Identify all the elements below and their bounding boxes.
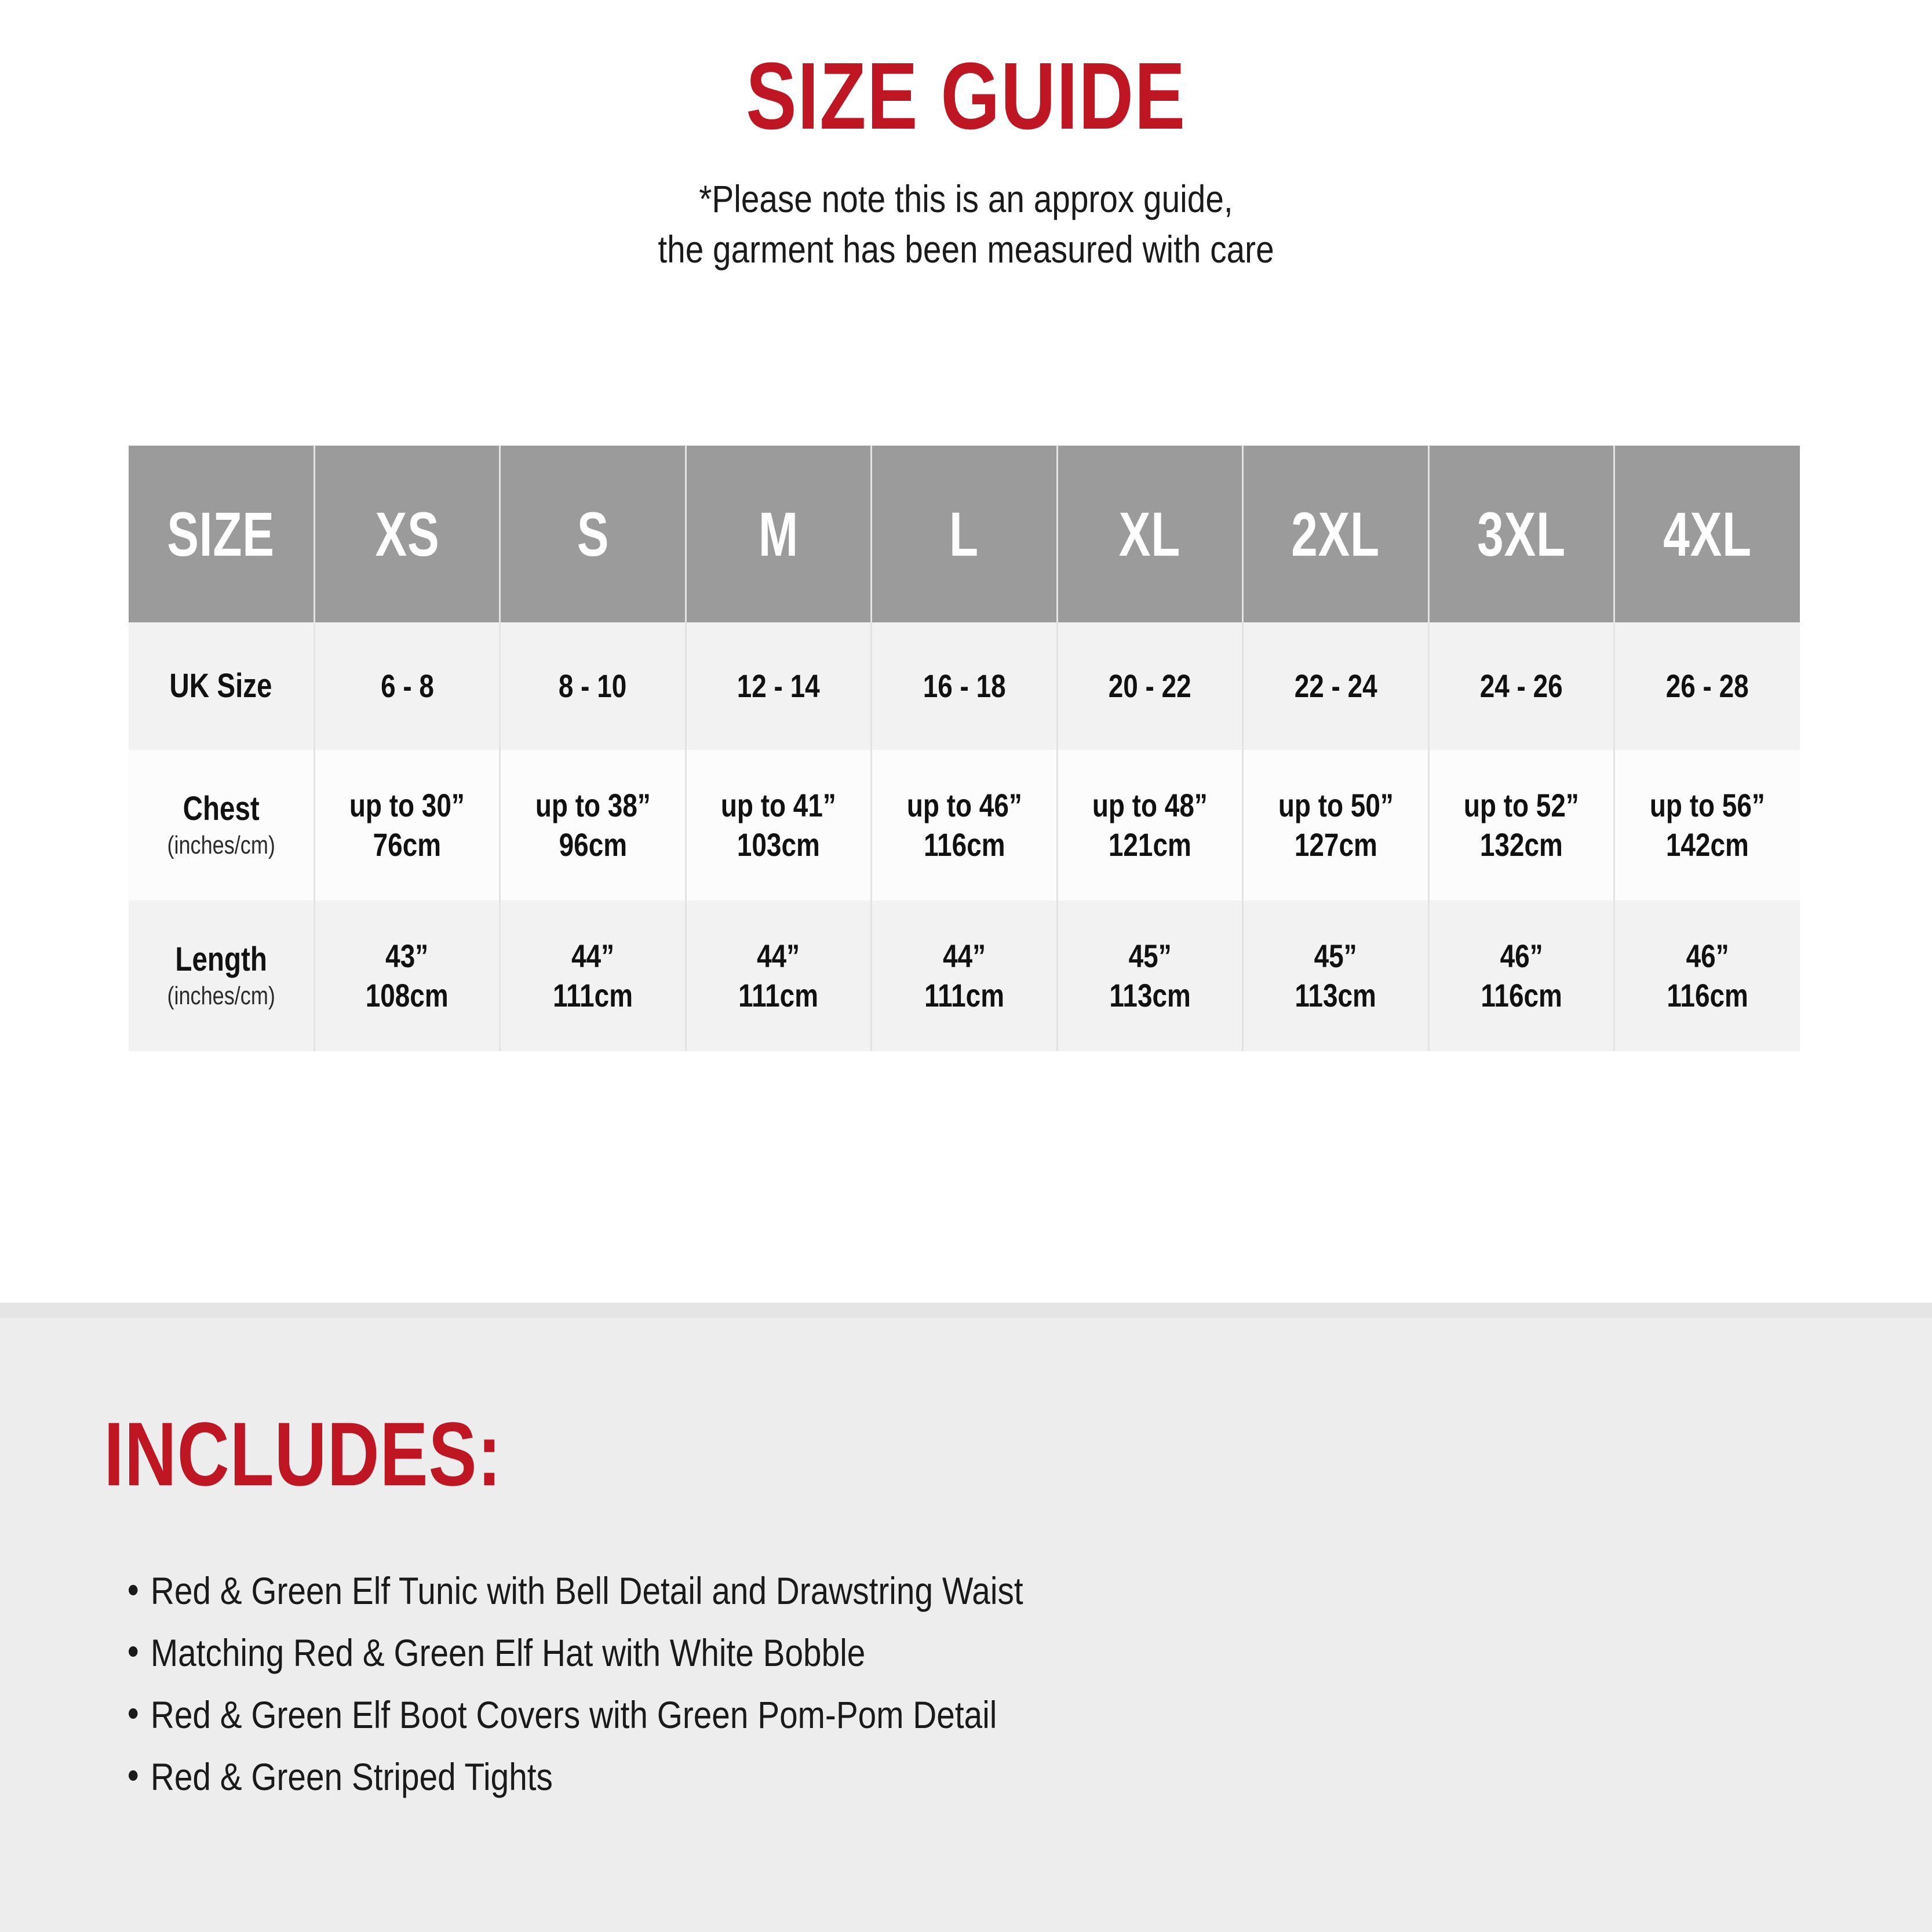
cell-chest-4xl: up to 56” 142cm [1614, 750, 1800, 901]
list-item-label: Red & Green Striped Tights [150, 1755, 553, 1798]
column-header-l: L [871, 446, 1058, 622]
bullet-icon [129, 1708, 138, 1719]
column-header-4xl: 4XL [1614, 446, 1800, 622]
list-item-label: Red & Green Elf Tunic with Bell Detail a… [150, 1569, 1023, 1612]
cell-chest-xs: up to 30” 76cm [314, 750, 501, 901]
cell-chest-l: up to 46” 116cm [871, 750, 1058, 901]
subtitle-line-2: the garment has been measured with care [658, 228, 1274, 271]
cell-uk-size-3xl: 24 - 26 [1428, 622, 1616, 750]
bullet-icon [129, 1770, 138, 1781]
list-item: Red & Green Elf Tunic with Bell Detail a… [129, 1560, 1679, 1622]
page-header: SIZE GUIDE *Please note this is an appro… [0, 0, 1932, 275]
cell-chest-m: up to 41” 103cm [686, 750, 873, 901]
subtitle-line-1: *Please note this is an approx guide, [699, 177, 1233, 220]
table-row-length: Length (inches/cm) 43” 108cm 44” 111cm 44”… [129, 901, 1800, 1051]
cell-length-l: 44” 111cm [871, 901, 1058, 1051]
table-row-chest: Chest (inches/cm) up to 30” 76cm up to 38… [129, 750, 1800, 901]
table-header-row: SIZE XS S M L XL 2XL 3XL 4XL [129, 446, 1800, 622]
cell-chest-3xl: up to 52” 132cm [1428, 750, 1616, 901]
row-label-length: Length (inches/cm) [129, 901, 315, 1051]
cell-length-xl: 45” 113cm [1057, 901, 1244, 1051]
table-row-uk-size: UK Size 6 - 8 8 - 10 12 - 14 16 - 18 20 … [129, 622, 1800, 750]
bullet-icon [129, 1584, 138, 1595]
cell-uk-size-4xl: 26 - 28 [1614, 622, 1800, 750]
cell-uk-size-s: 8 - 10 [500, 622, 687, 750]
list-item: Matching Red & Green Elf Hat with White … [129, 1622, 1679, 1684]
column-header-size: SIZE [129, 446, 315, 622]
cell-uk-size-l: 16 - 18 [871, 622, 1058, 750]
size-table-container: SIZE XS S M L XL 2XL 3XL 4XL UK Size 6 -… [129, 446, 1800, 1051]
includes-panel: INCLUDES: Red & Green Elf Tunic with Bel… [0, 1303, 1932, 1932]
cell-chest-2xl: up to 50” 127cm [1242, 750, 1430, 901]
cell-length-3xl: 46” 116cm [1428, 901, 1616, 1051]
cell-length-xs: 43” 108cm [314, 901, 501, 1051]
column-header-2xl: 2XL [1242, 446, 1430, 622]
cell-uk-size-xl: 20 - 22 [1057, 622, 1244, 750]
cell-length-s: 44” 111cm [500, 901, 687, 1051]
cell-uk-size-2xl: 22 - 24 [1242, 622, 1430, 750]
cell-chest-xl: up to 48” 121cm [1057, 750, 1244, 901]
includes-title: INCLUDES: [104, 1404, 502, 1505]
list-item: Red & Green Striped Tights [129, 1746, 1679, 1808]
page-subtitle: *Please note this is an approx guide, th… [135, 174, 1796, 275]
includes-list: Red & Green Elf Tunic with Bell Detail a… [0, 1500, 1932, 1808]
list-item: Red & Green Elf Boot Covers with Green P… [129, 1684, 1679, 1746]
column-header-m: M [686, 446, 873, 622]
cell-uk-size-xs: 6 - 8 [314, 622, 501, 750]
row-label-uk-size: UK Size [129, 622, 315, 750]
column-header-s: S [500, 446, 687, 622]
column-header-3xl: 3XL [1428, 446, 1616, 622]
list-item-label: Red & Green Elf Boot Covers with Green P… [150, 1693, 997, 1736]
cell-length-4xl: 46” 116cm [1614, 901, 1800, 1051]
cell-uk-size-m: 12 - 14 [686, 622, 873, 750]
page-title: SIZE GUIDE [746, 43, 1186, 149]
size-table-head: SIZE XS S M L XL 2XL 3XL 4XL [129, 446, 1800, 622]
bullet-icon [129, 1646, 138, 1657]
cell-chest-s: up to 38” 96cm [500, 750, 687, 901]
size-table: SIZE XS S M L XL 2XL 3XL 4XL UK Size 6 -… [129, 446, 1800, 1051]
list-item-label: Matching Red & Green Elf Hat with White … [150, 1631, 866, 1674]
row-label-chest: Chest (inches/cm) [129, 750, 315, 901]
cell-length-2xl: 45” 113cm [1242, 901, 1430, 1051]
column-header-xl: XL [1057, 446, 1244, 622]
cell-length-m: 44” 111cm [686, 901, 873, 1051]
column-header-xs: XS [314, 446, 501, 622]
size-table-body: UK Size 6 - 8 8 - 10 12 - 14 16 - 18 20 … [129, 622, 1800, 1051]
